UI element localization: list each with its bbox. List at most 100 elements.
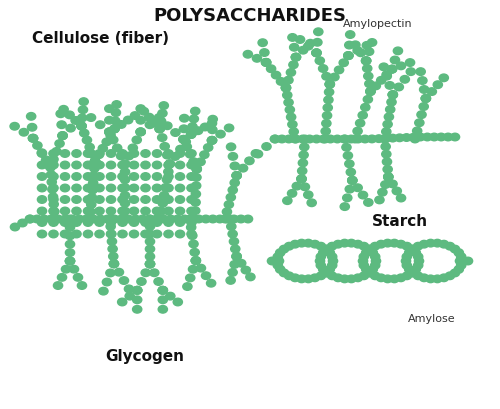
Ellipse shape (297, 175, 306, 183)
Ellipse shape (106, 184, 116, 192)
Ellipse shape (258, 39, 268, 47)
Ellipse shape (414, 243, 422, 250)
Ellipse shape (286, 69, 296, 76)
Ellipse shape (359, 253, 368, 261)
Ellipse shape (226, 193, 235, 201)
Ellipse shape (383, 120, 392, 128)
Ellipse shape (10, 223, 20, 231)
Ellipse shape (404, 249, 414, 256)
Ellipse shape (96, 215, 105, 223)
Ellipse shape (325, 81, 334, 88)
Ellipse shape (79, 98, 88, 106)
Ellipse shape (146, 260, 154, 268)
Ellipse shape (159, 215, 168, 223)
Ellipse shape (132, 306, 142, 313)
Ellipse shape (187, 207, 196, 215)
Ellipse shape (77, 122, 86, 130)
Ellipse shape (262, 58, 270, 66)
Ellipse shape (124, 116, 133, 124)
Ellipse shape (232, 253, 241, 260)
Ellipse shape (402, 253, 411, 261)
Ellipse shape (440, 240, 448, 248)
Ellipse shape (422, 94, 430, 102)
Ellipse shape (106, 196, 116, 203)
Ellipse shape (26, 215, 35, 223)
Ellipse shape (346, 135, 356, 143)
Ellipse shape (208, 115, 218, 123)
Ellipse shape (344, 152, 352, 160)
Ellipse shape (176, 230, 184, 238)
Ellipse shape (49, 184, 58, 192)
Ellipse shape (160, 143, 170, 150)
Ellipse shape (38, 230, 46, 238)
Ellipse shape (66, 232, 74, 240)
Ellipse shape (450, 133, 460, 141)
Ellipse shape (232, 172, 241, 179)
Ellipse shape (230, 261, 239, 268)
Ellipse shape (187, 173, 196, 180)
Text: Amylopectin: Amylopectin (343, 19, 413, 29)
Ellipse shape (417, 111, 426, 119)
Ellipse shape (284, 76, 293, 84)
Ellipse shape (315, 57, 324, 65)
Ellipse shape (390, 56, 400, 64)
Ellipse shape (427, 88, 436, 95)
Ellipse shape (208, 137, 216, 144)
Text: Glycogen: Glycogen (106, 349, 184, 364)
Ellipse shape (313, 38, 322, 46)
Ellipse shape (394, 83, 404, 91)
Ellipse shape (156, 215, 164, 223)
Ellipse shape (450, 269, 460, 277)
Ellipse shape (368, 249, 378, 256)
Ellipse shape (191, 257, 200, 264)
Ellipse shape (106, 222, 116, 230)
Ellipse shape (19, 128, 28, 136)
Ellipse shape (62, 265, 70, 273)
Ellipse shape (356, 119, 365, 127)
Ellipse shape (71, 117, 80, 124)
Ellipse shape (180, 115, 189, 122)
Ellipse shape (288, 190, 296, 197)
Ellipse shape (322, 119, 331, 127)
Ellipse shape (291, 135, 300, 143)
Ellipse shape (165, 160, 174, 168)
Ellipse shape (94, 151, 104, 159)
Ellipse shape (152, 184, 162, 192)
Ellipse shape (137, 278, 146, 285)
Ellipse shape (120, 160, 130, 168)
Ellipse shape (189, 158, 198, 165)
Ellipse shape (362, 42, 372, 49)
Ellipse shape (346, 169, 356, 176)
Ellipse shape (284, 243, 294, 250)
Ellipse shape (375, 196, 384, 204)
Ellipse shape (410, 135, 420, 143)
Ellipse shape (152, 196, 162, 203)
Ellipse shape (204, 144, 213, 151)
Ellipse shape (430, 133, 439, 141)
Ellipse shape (436, 133, 446, 141)
Ellipse shape (360, 103, 370, 111)
Ellipse shape (132, 296, 142, 303)
Ellipse shape (180, 125, 188, 133)
Ellipse shape (316, 257, 324, 265)
Ellipse shape (286, 113, 296, 121)
Ellipse shape (130, 219, 138, 226)
Ellipse shape (84, 207, 92, 215)
Ellipse shape (366, 88, 375, 95)
Ellipse shape (132, 287, 142, 294)
Ellipse shape (132, 287, 142, 294)
Ellipse shape (396, 240, 406, 248)
Ellipse shape (49, 173, 58, 180)
Ellipse shape (350, 135, 360, 143)
Ellipse shape (130, 184, 138, 192)
Ellipse shape (298, 46, 308, 54)
Ellipse shape (202, 272, 210, 279)
Ellipse shape (88, 179, 98, 187)
Ellipse shape (26, 112, 36, 120)
Ellipse shape (359, 261, 368, 269)
Ellipse shape (412, 127, 422, 135)
Ellipse shape (173, 215, 182, 223)
Ellipse shape (132, 287, 142, 294)
Ellipse shape (325, 249, 334, 256)
Ellipse shape (112, 101, 121, 108)
